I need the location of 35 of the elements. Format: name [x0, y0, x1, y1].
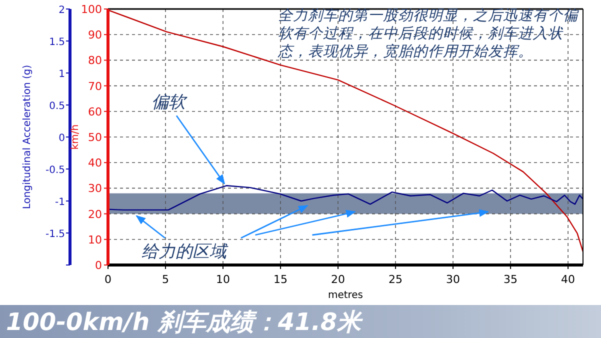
y2-tick-label: 2	[58, 5, 65, 16]
x-tick-label: 35	[504, 273, 518, 286]
x-tick-label: 0	[104, 273, 112, 286]
y2-tick-label: 1	[58, 69, 65, 80]
y-tick-label: 0	[95, 259, 102, 272]
y-tick-label: 60	[88, 105, 102, 118]
x-tick-label: 20	[331, 273, 346, 286]
y2-tick-label: -1.5	[45, 229, 65, 240]
y2-tick-label: -0.5	[45, 165, 65, 176]
band-label: 给力的区域	[141, 242, 228, 262]
y-tick-label: 40	[88, 156, 102, 170]
y-tick-label: 20	[88, 208, 102, 221]
y-tick-label: 10	[88, 233, 102, 246]
y-tick-label: 90	[88, 28, 102, 42]
x-tick-label: 40	[561, 273, 576, 286]
y2-tick-label: 0.5	[49, 101, 65, 112]
y-tick-label: 70	[88, 80, 102, 93]
x-axis-title: metres	[328, 290, 364, 301]
x-tick-label: 5	[162, 273, 170, 286]
y-tick-label: 100	[81, 3, 102, 16]
y-tick-label: 30	[88, 182, 102, 196]
x-tick-label: 30	[446, 273, 460, 286]
y2-axis-title: Longitudinal Acceleration (g)	[22, 64, 33, 210]
x-tick-label: 10	[216, 273, 230, 286]
y-tick-label: 80	[88, 54, 102, 68]
line-series	[107, 185, 584, 211]
x-tick-label: 25	[388, 273, 403, 286]
y2-tick-label: 0	[58, 133, 65, 144]
y-tick-label: 50	[88, 131, 102, 144]
y-axis-title: km/h	[70, 124, 81, 150]
y2-tick-label: 1.5	[49, 37, 65, 48]
y2-tick-label: -1	[55, 197, 65, 208]
text: 100-0km/h 刹车成绩：41.8米	[6, 307, 362, 338]
annotation: 偏软	[151, 92, 188, 113]
x-tick-label: 15	[274, 273, 288, 286]
